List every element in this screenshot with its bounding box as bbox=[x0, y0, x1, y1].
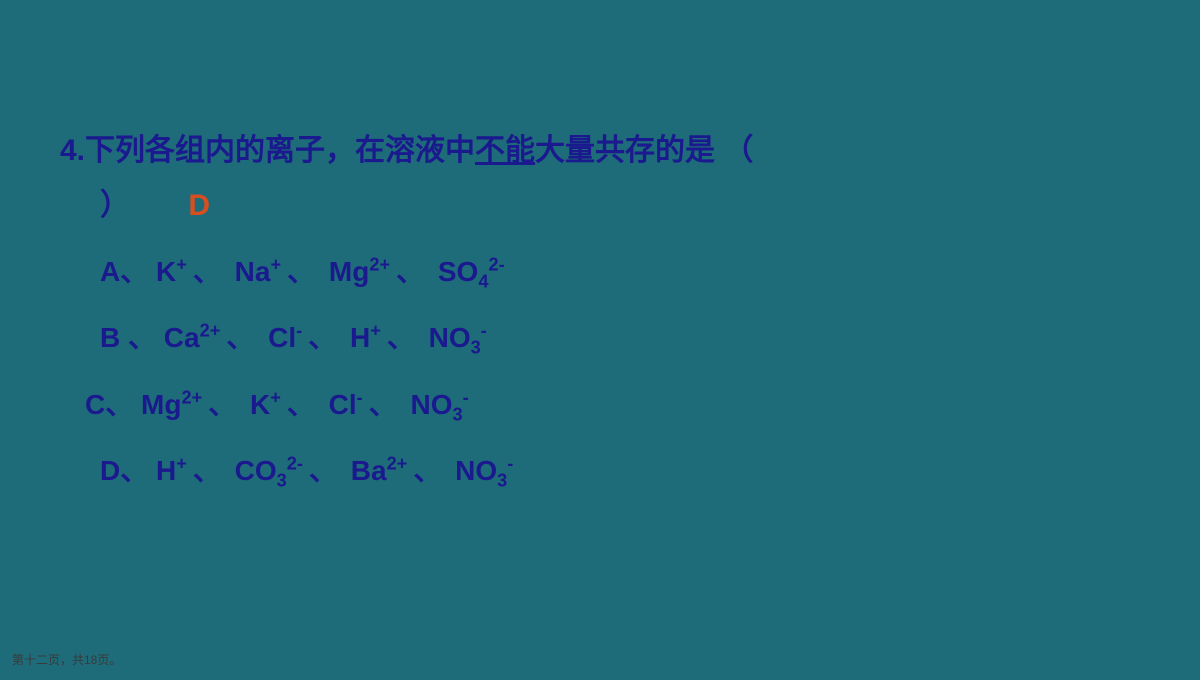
slide-content: 4.下列各组内的离子，在溶液中不能大量共存的是 （ ） D A、 K+、 Na+… bbox=[0, 0, 1200, 490]
option-a: A、 K+、 Na+、 Mg2+、 SO42- bbox=[100, 254, 1140, 290]
option-a-ion-1: Na+ bbox=[235, 256, 281, 287]
option-d-ion-1: CO32- bbox=[235, 455, 303, 486]
option-d-ion-2: Ba2+ bbox=[351, 455, 408, 486]
option-b: B 、 Ca2+、 Cl-、 H+、 NO3- bbox=[100, 320, 1140, 356]
question-part1: 下列各组内的离子，在溶液中 bbox=[85, 134, 475, 167]
close-paren: ） bbox=[100, 189, 130, 222]
option-c-ion-3: NO3- bbox=[411, 389, 469, 420]
page-footer: 第十二页，共18页。 bbox=[12, 651, 121, 668]
option-c-ion-0: Mg2+ bbox=[141, 389, 202, 420]
option-c-label: C、 bbox=[85, 389, 133, 420]
option-d-ion-0: H+ bbox=[156, 455, 187, 486]
option-d-label: D、 bbox=[100, 455, 148, 486]
option-c-ion-1: K+ bbox=[250, 389, 281, 420]
answer-letter: D bbox=[188, 189, 210, 222]
options-list: A、 K+、 Na+、 Mg2+、 SO42- B 、 Ca2+、 Cl-、 H… bbox=[100, 254, 1140, 490]
option-a-ion-2: Mg2+ bbox=[329, 256, 390, 287]
question-text: 4.下列各组内的离子，在溶液中不能大量共存的是 （ bbox=[60, 130, 1140, 172]
option-c-ion-2: Cl- bbox=[329, 389, 363, 420]
question-part2: 大量共存的是 （ bbox=[535, 134, 753, 167]
option-a-ion-3: SO42- bbox=[438, 256, 505, 287]
question-underline: 不能 bbox=[475, 134, 535, 167]
option-b-ion-1: Cl- bbox=[268, 322, 302, 353]
option-d: D、 H+、 CO32-、 Ba2+、 NO3- bbox=[100, 453, 1140, 489]
question-number: 4. bbox=[60, 134, 85, 167]
option-b-label: B 、 bbox=[100, 322, 156, 353]
option-c: C、 Mg2+、 K+、 Cl-、 NO3- bbox=[85, 387, 1140, 423]
option-a-label: A、 bbox=[100, 256, 148, 287]
option-a-ion-0: K+ bbox=[156, 256, 187, 287]
option-b-ion-3: NO3- bbox=[429, 322, 487, 353]
option-b-ion-0: Ca2+ bbox=[164, 322, 221, 353]
option-b-ion-2: H+ bbox=[350, 322, 381, 353]
answer-line: ） D bbox=[100, 180, 1140, 224]
option-d-ion-3: NO3- bbox=[455, 455, 513, 486]
